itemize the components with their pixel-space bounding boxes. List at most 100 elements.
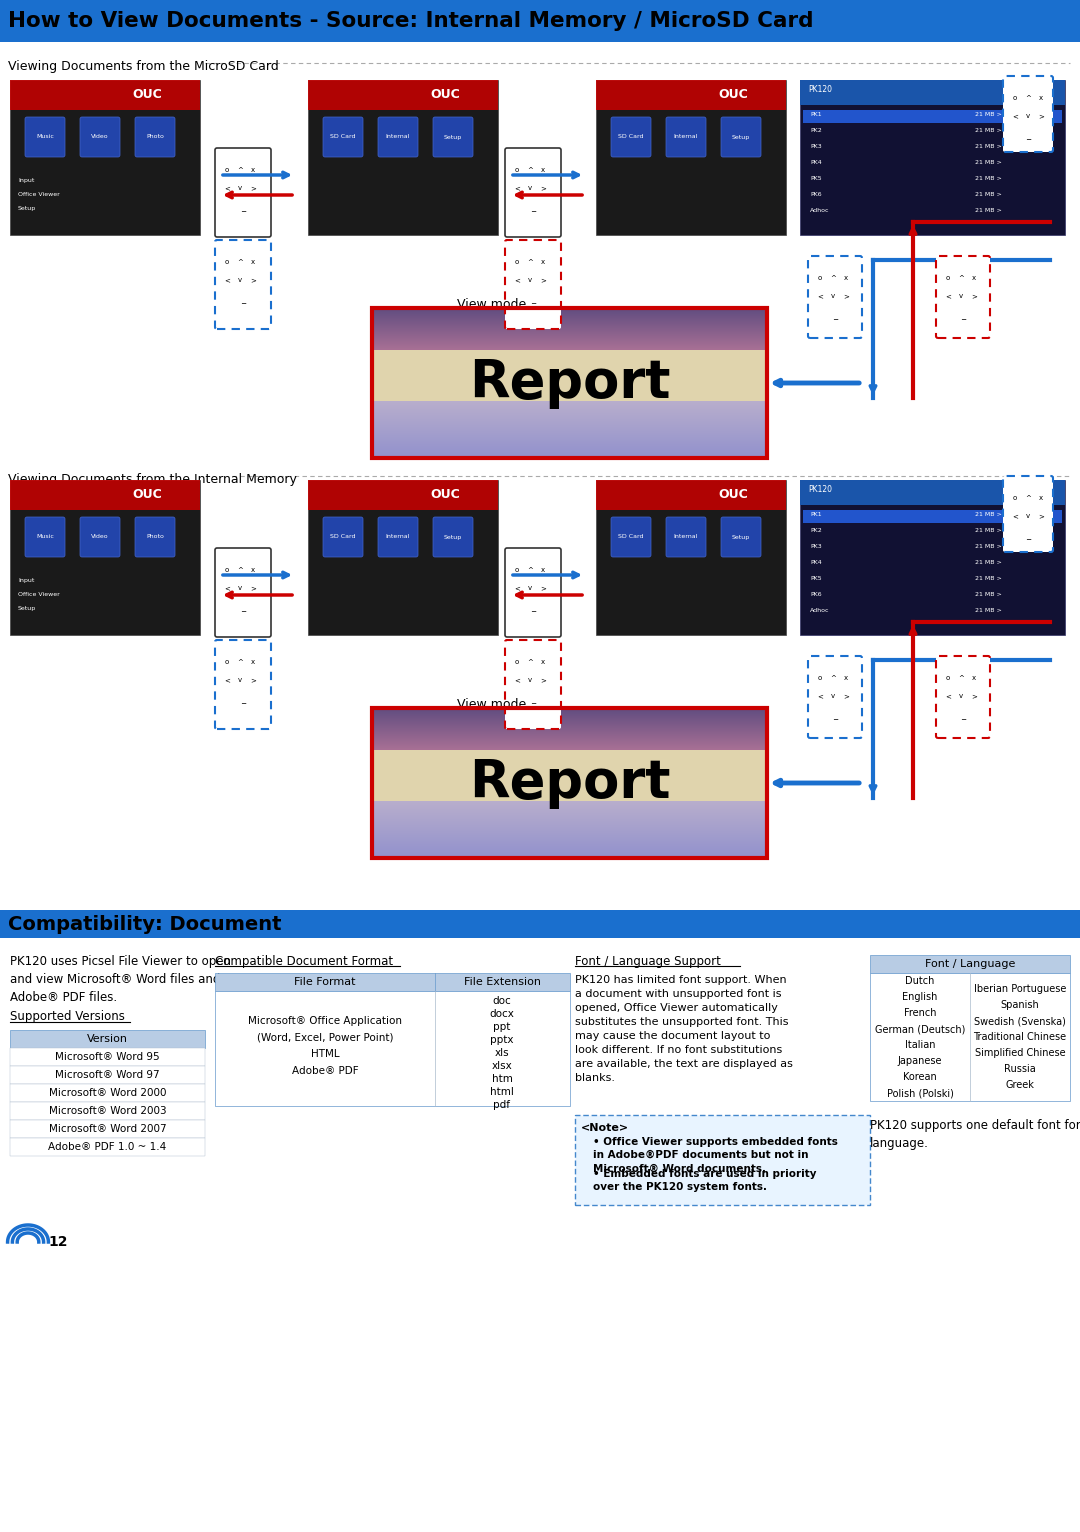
Text: SD Card: SD Card [618, 535, 644, 539]
Text: Internal: Internal [674, 135, 698, 139]
Text: Internal: Internal [386, 535, 410, 539]
FancyBboxPatch shape [0, 0, 1080, 41]
Text: PK120 supports one default font for each
language.: PK120 supports one default font for each… [870, 1118, 1080, 1151]
FancyBboxPatch shape [10, 480, 200, 510]
Text: Video: Video [91, 535, 109, 539]
Text: v: v [528, 277, 532, 283]
Text: Setup: Setup [18, 205, 37, 211]
Text: PK2: PK2 [810, 129, 822, 133]
Text: ^: ^ [238, 659, 243, 665]
Text: v: v [238, 677, 242, 683]
FancyBboxPatch shape [10, 1120, 205, 1138]
FancyBboxPatch shape [808, 656, 862, 738]
Text: Setup: Setup [444, 135, 462, 139]
Text: OUC: OUC [132, 89, 162, 101]
Text: <: < [224, 185, 230, 192]
Text: <: < [514, 677, 519, 683]
Text: Office Viewer: Office Viewer [18, 192, 59, 198]
Text: ^: ^ [238, 259, 243, 265]
FancyBboxPatch shape [80, 516, 120, 558]
Text: v: v [1026, 513, 1030, 519]
Text: Greek: Greek [1005, 1080, 1035, 1089]
Text: v: v [238, 185, 242, 192]
FancyBboxPatch shape [800, 80, 1065, 234]
FancyBboxPatch shape [433, 116, 473, 156]
FancyBboxPatch shape [378, 116, 418, 156]
Text: _: _ [241, 204, 245, 213]
Text: x: x [251, 659, 255, 665]
FancyBboxPatch shape [10, 1066, 205, 1085]
Text: 21 MB >: 21 MB > [975, 512, 1002, 516]
FancyBboxPatch shape [596, 80, 786, 234]
Text: <: < [1012, 113, 1018, 119]
Text: OUC: OUC [718, 89, 747, 101]
Text: OUC: OUC [718, 489, 747, 501]
Text: Iberian Portuguese: Iberian Portuguese [974, 984, 1066, 994]
Text: v: v [238, 585, 242, 591]
Text: English: English [902, 993, 937, 1002]
Text: Report: Report [469, 357, 671, 409]
Text: Viewing Documents from the Internal Memory: Viewing Documents from the Internal Memo… [8, 473, 297, 486]
Text: SD Card: SD Card [330, 135, 355, 139]
Text: How to View Documents - Source: Internal Memory / MicroSD Card: How to View Documents - Source: Internal… [8, 11, 813, 31]
FancyBboxPatch shape [10, 1138, 205, 1157]
Text: >: > [251, 585, 256, 591]
Text: Music: Music [36, 535, 54, 539]
Text: Music: Music [36, 135, 54, 139]
Text: >: > [540, 677, 545, 683]
FancyBboxPatch shape [800, 80, 1065, 106]
FancyBboxPatch shape [611, 116, 651, 156]
Text: Russia: Russia [1004, 1065, 1036, 1074]
FancyBboxPatch shape [804, 510, 1062, 522]
Text: >: > [1038, 513, 1044, 519]
FancyBboxPatch shape [721, 116, 761, 156]
Text: ^: ^ [831, 276, 836, 280]
Text: Report: Report [469, 757, 671, 809]
FancyBboxPatch shape [575, 1115, 870, 1206]
Text: PK4: PK4 [810, 561, 822, 565]
Text: PK5: PK5 [810, 576, 822, 581]
Text: Setup: Setup [18, 607, 37, 611]
Text: Microsoft® Word 95: Microsoft® Word 95 [55, 1052, 160, 1062]
FancyBboxPatch shape [215, 241, 271, 329]
FancyBboxPatch shape [215, 149, 271, 237]
Text: Swedish (Svenska): Swedish (Svenska) [974, 1016, 1066, 1026]
Text: x: x [843, 676, 848, 682]
Text: <: < [1012, 513, 1018, 519]
Text: _: _ [531, 204, 535, 213]
Text: >: > [843, 293, 849, 299]
Text: o: o [225, 659, 229, 665]
Text: • Office Viewer supports embedded fonts
in Adobe®PDF documents but not in
Micros: • Office Viewer supports embedded fonts … [593, 1137, 838, 1174]
Text: >: > [843, 692, 849, 699]
Text: <: < [514, 277, 519, 283]
Text: SD Card: SD Card [618, 135, 644, 139]
FancyBboxPatch shape [215, 973, 570, 991]
Text: o: o [946, 676, 950, 682]
Text: 21 MB >: 21 MB > [975, 159, 1002, 165]
Text: htm: htm [491, 1074, 512, 1085]
FancyBboxPatch shape [25, 516, 65, 558]
Text: <: < [224, 677, 230, 683]
FancyBboxPatch shape [308, 480, 498, 634]
Text: OUC: OUC [430, 89, 460, 101]
Text: ^: ^ [527, 259, 532, 265]
Text: >: > [971, 293, 977, 299]
Text: Microsoft® Word 97: Microsoft® Word 97 [55, 1069, 160, 1080]
Text: PK2: PK2 [810, 529, 822, 533]
Text: >: > [971, 692, 977, 699]
FancyBboxPatch shape [721, 516, 761, 558]
Text: xlsx: xlsx [491, 1062, 512, 1071]
Text: x: x [843, 276, 848, 280]
Text: >: > [540, 585, 545, 591]
FancyBboxPatch shape [215, 991, 570, 1106]
Text: o: o [818, 676, 822, 682]
Text: <: < [224, 277, 230, 283]
Text: ^: ^ [527, 659, 532, 665]
Text: _: _ [1026, 532, 1030, 541]
FancyBboxPatch shape [666, 516, 706, 558]
Text: x: x [251, 259, 255, 265]
Text: o: o [225, 167, 229, 173]
Text: PK6: PK6 [810, 591, 822, 597]
Text: 21 MB >: 21 MB > [975, 544, 1002, 548]
FancyBboxPatch shape [596, 80, 786, 110]
